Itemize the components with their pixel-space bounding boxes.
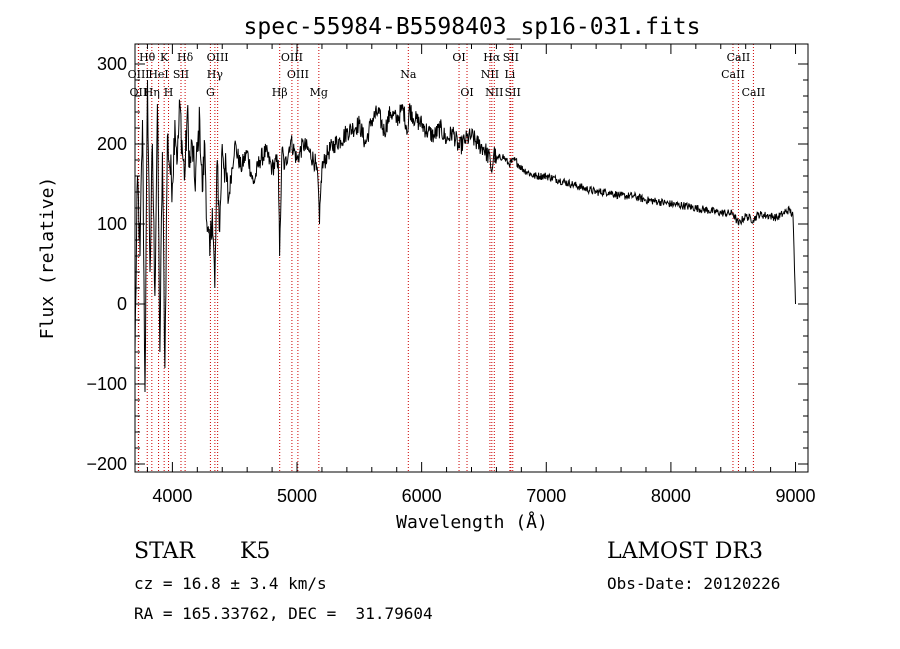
line-label-6: H [164, 86, 174, 99]
x-tick-label-5: 9000 [776, 486, 816, 506]
line-label-2: OIII [128, 68, 150, 81]
line-label-17: OI [452, 51, 465, 64]
line-label-13: OIII [281, 51, 303, 64]
y-tick-label-0: −200 [86, 454, 127, 474]
coordinates-text: RA = 165.33762, DEC = 31.79604 [134, 604, 433, 623]
y-tick-label-3: 100 [97, 214, 127, 234]
line-label-14: OIII [287, 68, 309, 81]
line-label-24: SII [505, 86, 521, 99]
line-label-11: G [206, 86, 215, 99]
line-label-20: NII [481, 68, 499, 81]
y-tick-label-4: 200 [97, 134, 127, 154]
x-tick-label-0: 4000 [152, 486, 192, 506]
line-label-25: CaII [727, 51, 751, 64]
line-label-22: SII [503, 51, 519, 64]
line-label-19: Hα [483, 51, 501, 64]
line-label-16: Na [400, 68, 417, 81]
y-tick-label-5: 300 [97, 54, 127, 74]
line-label-18: OI [460, 86, 473, 99]
y-axis-ticks: −200 −100 0 100 200 300 [86, 54, 808, 474]
x-tick-label-2: 6000 [402, 486, 442, 506]
line-label-0: OII [130, 86, 148, 99]
line-label-15: Mg [310, 86, 328, 99]
line-label-3: Hη [144, 86, 160, 99]
survey-name: LAMOST DR3 [607, 539, 763, 564]
x-tick-label-3: 7000 [526, 486, 566, 506]
line-label-1: Hθ [139, 51, 156, 64]
line-label-8: Hδ [177, 51, 194, 64]
line-label-4: HeI [148, 68, 168, 81]
line-label-26: CaII [721, 68, 745, 81]
x-axis-label: Wavelength (Å) [396, 511, 548, 533]
plot-frame [134, 43, 809, 473]
x-tick-label-1: 5000 [277, 486, 317, 506]
spectral-lines-layer [137, 44, 754, 472]
line-label-12: Hβ [272, 86, 288, 99]
y-tick-label-1: −100 [86, 374, 127, 394]
x-axis-ticks: 4000 5000 6000 7000 8000 9000 [146, 44, 816, 506]
y-axis-label: Flux (relative) [37, 177, 58, 340]
line-label-10: Hγ [207, 68, 224, 81]
y-tick-label-2: 0 [117, 294, 127, 314]
line-label-21: NII [485, 86, 503, 99]
line-label-7: SII [173, 68, 189, 81]
x-tick-label-4: 8000 [651, 486, 691, 506]
line-label-27: CaII [742, 86, 766, 99]
spectrum-line [134, 79, 796, 393]
redshift-text: cz = 16.8 ± 3.4 km/s [134, 574, 327, 593]
object-class: STAR [134, 539, 195, 564]
chart-title: spec-55984-B5598403_sp16-031.fits [244, 14, 701, 40]
object-subclass: K5 [240, 539, 271, 564]
line-label-9: OIII [207, 51, 229, 64]
line-label-23: Li [504, 68, 515, 81]
obs-date-text: Obs-Date: 20120226 [607, 574, 781, 593]
line-label-5: K [160, 51, 169, 64]
